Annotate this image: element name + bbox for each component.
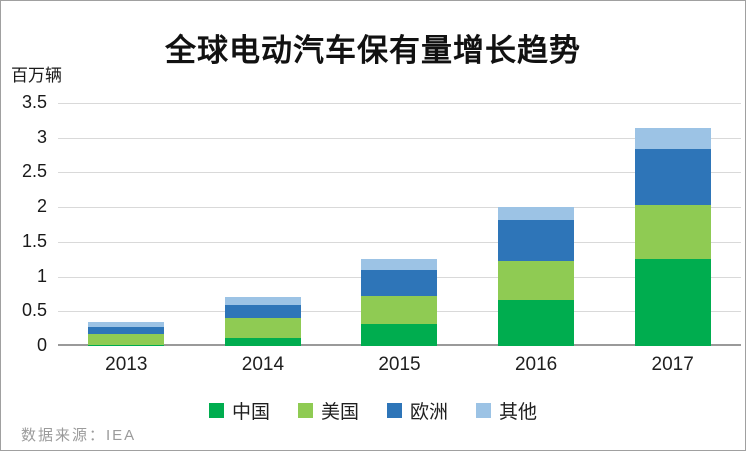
bar-segment-usa-2013 xyxy=(88,333,165,345)
bar-2017 xyxy=(634,128,711,346)
bar-segment-usa-2015 xyxy=(361,296,438,324)
x-tick-label-2016: 2016 xyxy=(514,354,558,375)
y-tick-label: 0 xyxy=(36,335,47,355)
bar-segment-usa-2014 xyxy=(224,318,301,339)
x-tick-label-2013: 2013 xyxy=(105,354,148,375)
bar-segment-europe-2017 xyxy=(634,148,711,206)
y-tick-label: 3 xyxy=(36,126,47,147)
y-tick-label: 2.5 xyxy=(21,161,47,182)
bar-2013 xyxy=(88,321,165,346)
legend-label: 中国 xyxy=(231,402,270,423)
legend-item-others: 其他 xyxy=(476,397,537,424)
bar-segment-others-2013 xyxy=(88,321,165,327)
bar-segment-europe-2014 xyxy=(224,305,301,319)
x-tick-label-2017: 2017 xyxy=(651,354,694,375)
bar-segment-china-2015 xyxy=(361,323,438,346)
legend-swatch-icon xyxy=(476,403,492,418)
bar-segment-china-2014 xyxy=(224,338,301,346)
gridline xyxy=(58,241,741,243)
gridline xyxy=(58,137,741,139)
legend-swatch-icon xyxy=(297,403,313,418)
bar-2014 xyxy=(224,297,301,346)
bar-2016 xyxy=(498,207,575,346)
y-tick-label: 1 xyxy=(36,265,47,286)
bar-segment-europe-2013 xyxy=(88,326,165,334)
bar-segment-others-2014 xyxy=(224,297,301,306)
x-tick-label-2014: 2014 xyxy=(241,354,285,375)
gridline xyxy=(58,207,741,209)
legend-swatch-icon xyxy=(208,403,224,418)
bar-segment-china-2013 xyxy=(88,344,165,346)
bar-segment-china-2016 xyxy=(498,300,575,346)
y-tick-label: 3.5 xyxy=(21,92,47,112)
bar-slot-2014 xyxy=(195,103,332,346)
bar-segment-usa-2016 xyxy=(498,260,575,301)
gridline xyxy=(58,103,741,104)
bar-segment-china-2017 xyxy=(634,259,711,346)
bar-segment-others-2015 xyxy=(361,259,438,271)
legend-item-usa: 美国 xyxy=(297,397,359,424)
bar-segment-others-2017 xyxy=(634,128,711,149)
legend: 中国 美国 欧洲 其他 xyxy=(1,397,745,424)
bar-slot-2017 xyxy=(604,103,741,346)
legend-label: 美国 xyxy=(320,402,359,423)
bar-segment-europe-2016 xyxy=(498,220,575,261)
legend-label: 欧洲 xyxy=(410,402,449,423)
bar-slot-2016 xyxy=(468,103,605,346)
y-tick-label: 0.5 xyxy=(21,300,47,321)
legend-swatch-icon xyxy=(387,403,402,418)
y-tick-label: 2 xyxy=(36,196,47,217)
x-axis-tick-labels: 2013 2014 2015 2016 2017 xyxy=(58,354,741,380)
x-tick-label-2015: 2015 xyxy=(378,354,421,375)
plot-area xyxy=(58,103,741,346)
chart-title: 全球电动汽车保有量增长趋势 xyxy=(165,33,581,68)
source-note: 数据来源：IEA xyxy=(21,427,137,444)
bar-segment-others-2016 xyxy=(498,207,575,221)
y-tick-label: 1.5 xyxy=(21,230,47,251)
bar-segment-europe-2015 xyxy=(361,270,438,297)
bar-slot-2015 xyxy=(331,103,468,346)
legend-label: 其他 xyxy=(499,402,538,423)
gridline xyxy=(58,172,741,174)
y-axis-tick-labels: 0 0.5 1 1.5 2 2.5 3 3.5 xyxy=(1,1,47,450)
bar-2015 xyxy=(361,259,438,346)
bar-segment-usa-2017 xyxy=(634,205,711,260)
legend-item-china: 中国 xyxy=(208,397,270,424)
bar-slot-2013 xyxy=(58,103,195,346)
legend-item-europe: 欧洲 xyxy=(387,397,448,424)
y-axis-unit-label: 百万辆 xyxy=(11,66,62,85)
